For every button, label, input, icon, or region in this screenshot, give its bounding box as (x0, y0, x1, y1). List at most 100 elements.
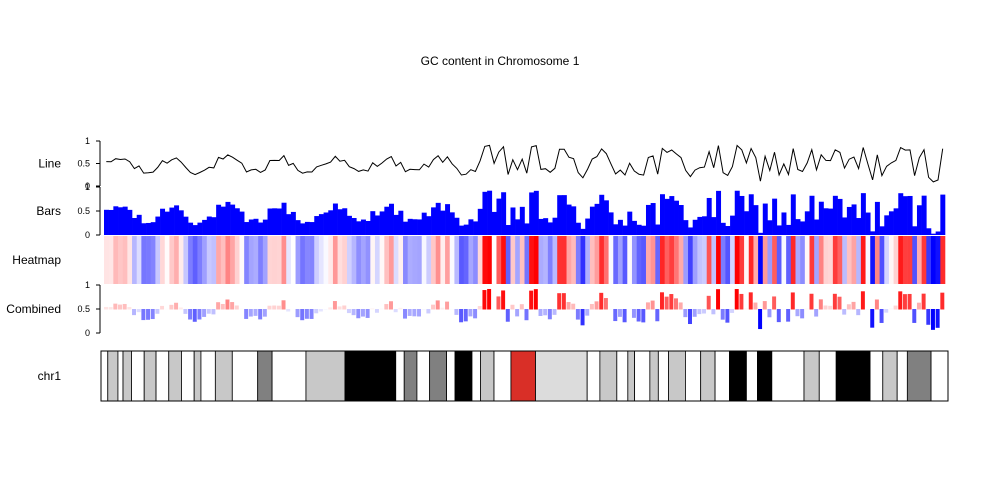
bar (346, 215, 352, 235)
ideogram-band (168, 350, 182, 402)
bar (318, 214, 324, 235)
bar (916, 205, 922, 235)
ideogram-band (882, 350, 898, 402)
bar (594, 203, 600, 235)
heatmap-cell (818, 236, 824, 284)
bar (865, 212, 871, 235)
ideogram-band (896, 350, 908, 402)
combined-bar (206, 309, 211, 314)
ideogram-band (757, 350, 773, 402)
bar (664, 198, 670, 235)
heatmap-cell (860, 236, 866, 284)
bar (655, 224, 661, 235)
heatmap-cell (234, 236, 240, 284)
bar (613, 224, 619, 235)
combined-bar (374, 309, 379, 313)
y-tick-label: 1 (85, 182, 90, 192)
combined-bar (164, 308, 169, 310)
combined-bar (706, 295, 711, 310)
bar (160, 208, 166, 235)
heatmap-cell (795, 236, 801, 284)
combined-bar (786, 309, 791, 322)
combined-bar (865, 309, 870, 311)
bar (477, 208, 483, 235)
heatmap-cell (477, 236, 483, 284)
bar (580, 228, 586, 235)
heatmap-cell (197, 236, 203, 284)
bar (748, 194, 754, 235)
combined-bar (473, 309, 478, 319)
ideogram-band (131, 350, 145, 402)
ideogram-band (107, 350, 119, 402)
heatmap-cell (940, 236, 946, 284)
combined-bar (804, 308, 809, 310)
track-line: Line 0 0.5 1 (38, 136, 944, 191)
combined-bar (360, 309, 365, 317)
heatmap-cell (374, 236, 380, 284)
heatmap-cell (828, 236, 834, 284)
combined-bar (501, 290, 506, 310)
combined-bar (529, 290, 534, 310)
combined-bar (561, 293, 566, 310)
combined-bar (370, 308, 375, 310)
heatmap-cell (655, 236, 661, 284)
combined-bar (748, 292, 753, 310)
bar (786, 224, 792, 235)
heatmap-cell (487, 236, 493, 284)
combined-bar (403, 309, 407, 319)
bar (370, 211, 376, 235)
bar (510, 207, 516, 235)
bar (276, 208, 282, 235)
combined-bar (800, 309, 805, 319)
bar (631, 220, 637, 235)
bar (529, 192, 535, 235)
bar (585, 218, 591, 235)
combined-bar (809, 293, 814, 310)
combined-bar (916, 302, 921, 310)
heatmap-cell (108, 236, 114, 284)
ideogram-band (214, 350, 233, 402)
combined-bar (304, 309, 309, 319)
bar (440, 210, 446, 235)
track-combined: Combined 0 0.5 1 (6, 280, 945, 338)
combined-bar (627, 308, 632, 310)
combined-bar (622, 309, 627, 323)
bar (884, 215, 890, 235)
heatmap-cell (276, 236, 282, 284)
combined-bar (557, 293, 562, 310)
combined-bar (846, 304, 851, 310)
heatmap-cell (202, 236, 208, 284)
ideogram-band (429, 350, 447, 402)
combined-bar (454, 309, 459, 315)
heatmap-cell (809, 236, 815, 284)
bar (683, 220, 689, 235)
heatmap-cell (767, 236, 773, 284)
heatmap-cell (206, 236, 212, 284)
combined-bar (730, 309, 735, 313)
heatmap-cell (543, 236, 549, 284)
heatmap-cell (491, 236, 497, 284)
heatmap-cell (678, 236, 684, 284)
heatmap-cell (440, 236, 446, 284)
bar (832, 195, 838, 235)
bar (491, 211, 497, 235)
combined-bar (739, 293, 744, 310)
bar (445, 204, 451, 235)
bar (543, 218, 549, 235)
combined-bar (136, 309, 141, 313)
ideogram-band (869, 350, 884, 402)
heatmap-cell (800, 236, 806, 284)
heatmap-cell (790, 236, 796, 284)
bar (907, 195, 913, 235)
bar (898, 193, 904, 235)
heatmap-cell (211, 236, 217, 284)
heatmap-cell (118, 236, 123, 284)
combined-bar (463, 309, 468, 322)
bar (272, 208, 278, 235)
combined-bar (926, 309, 931, 325)
combined-bar (468, 309, 473, 317)
combined-bar (720, 309, 725, 320)
bar (290, 211, 296, 235)
combined-bar (674, 298, 678, 310)
bar (253, 218, 259, 235)
